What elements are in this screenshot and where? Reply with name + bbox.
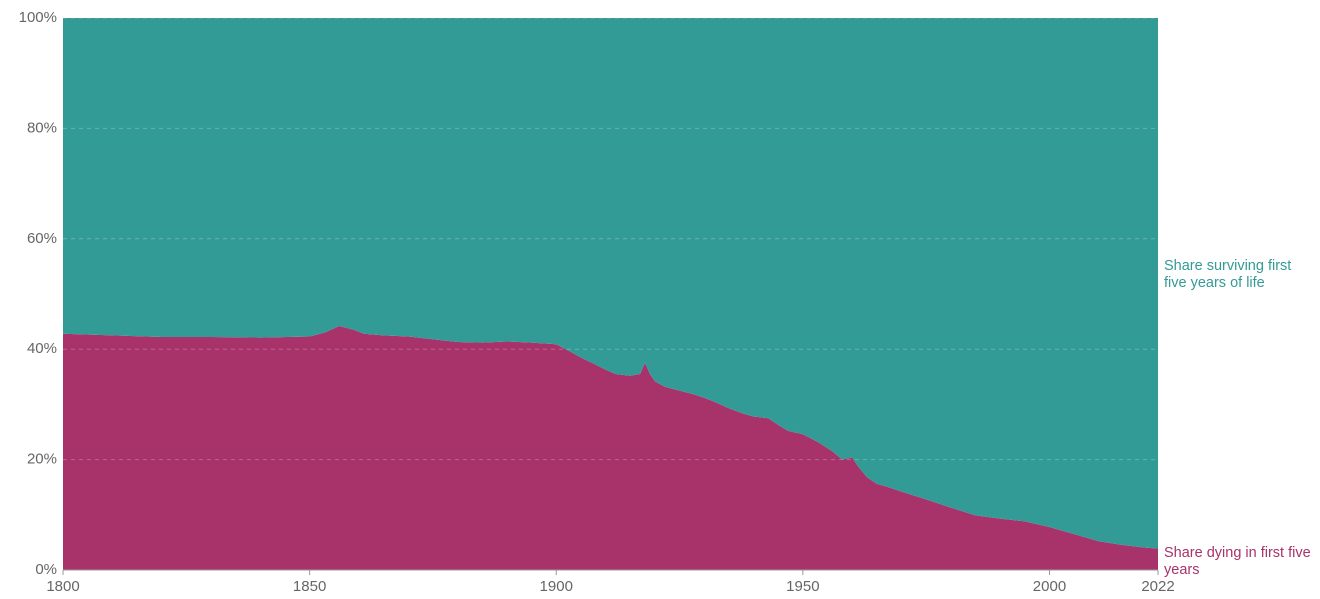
x-tick-label: 1800	[46, 578, 79, 595]
x-tick-label: 1850	[293, 578, 326, 595]
area	[63, 18, 1158, 549]
series-label: Share surviving first five years of life	[1164, 258, 1292, 291]
series-label: Share dying in first five years	[1164, 545, 1311, 578]
x-tick-label: 1900	[540, 578, 573, 595]
y-tick-label: 20%	[27, 451, 57, 468]
x-tick-label: 2000	[1033, 578, 1066, 595]
y-tick-label: 80%	[27, 119, 57, 136]
y-tick-label: 60%	[27, 230, 57, 247]
x-tick-label: 2022	[1141, 578, 1174, 595]
area	[63, 326, 1158, 570]
x-tick-label: 1950	[786, 578, 819, 595]
y-tick-label: 0%	[35, 561, 57, 578]
y-tick-label: 40%	[27, 340, 57, 357]
y-tick-label: 100%	[19, 9, 57, 26]
